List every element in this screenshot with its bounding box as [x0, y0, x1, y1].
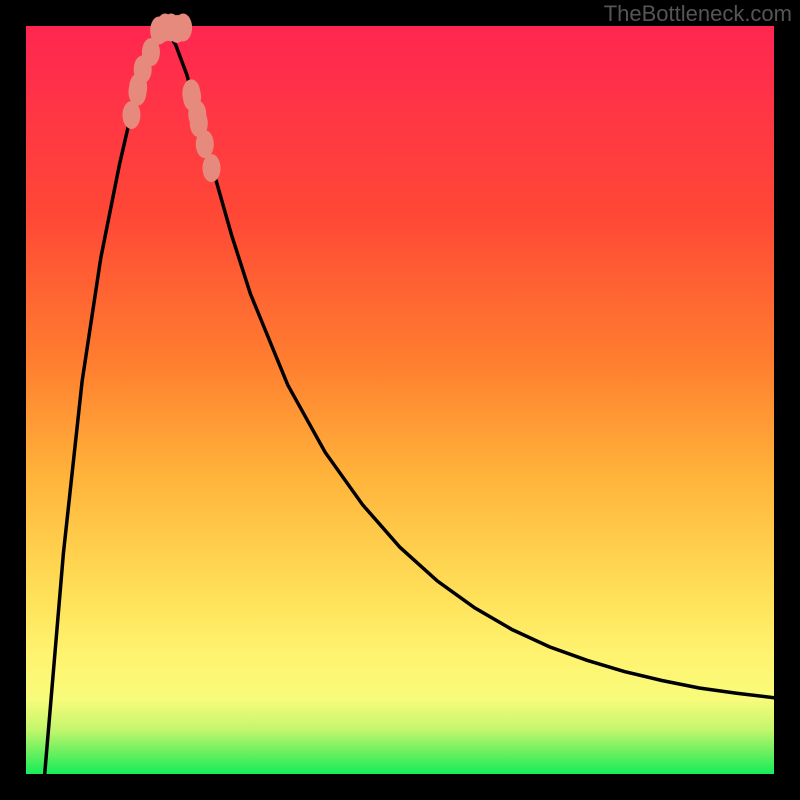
- data-marker: [196, 130, 214, 158]
- data-marker: [203, 154, 221, 182]
- chart-overlay: [26, 26, 774, 774]
- watermark-text: TheBottleneck.com: [604, 1, 792, 27]
- marker-group: [122, 14, 220, 183]
- bottleneck-curve: [45, 28, 774, 775]
- data-marker: [174, 14, 192, 42]
- chart-stage: TheBottleneck.com: [0, 0, 800, 800]
